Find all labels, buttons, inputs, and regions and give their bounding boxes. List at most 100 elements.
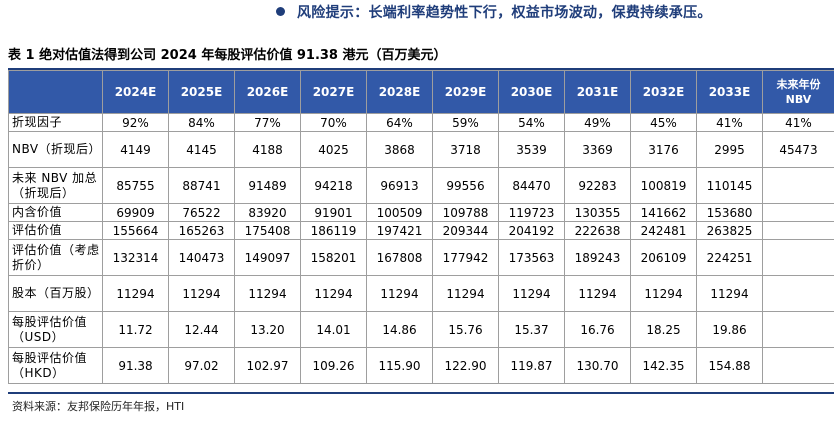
table-cell: 155664 bbox=[102, 221, 169, 240]
table-cell: 70% bbox=[300, 113, 367, 132]
table-row: 每股评估价值（USD） 11.72 12.44 13.20 14.01 14.86 15.7… bbox=[8, 311, 834, 348]
row-label: 评估价值（考虑折价） bbox=[8, 239, 103, 276]
column-header: 2025E bbox=[168, 70, 235, 114]
table-cell: 11294 bbox=[630, 275, 697, 312]
table-cell: 197421 bbox=[366, 221, 433, 240]
table-cell: 13.20 bbox=[234, 311, 301, 348]
table-cell: 140473 bbox=[168, 239, 235, 276]
table-cell: 165263 bbox=[168, 221, 235, 240]
table-cell bbox=[762, 221, 834, 240]
column-header: 未来年份 NBV bbox=[762, 70, 834, 114]
table-cell: 173563 bbox=[498, 239, 565, 276]
table-cell: 100819 bbox=[630, 167, 697, 204]
table-cell: 167808 bbox=[366, 239, 433, 276]
table-cell: 15.76 bbox=[432, 311, 499, 348]
table-cell: 3369 bbox=[564, 131, 631, 168]
table-cell bbox=[762, 239, 834, 276]
table-cell: 76522 bbox=[168, 203, 235, 222]
table-cell: 115.90 bbox=[366, 347, 433, 384]
table-cell: 141662 bbox=[630, 203, 697, 222]
table-cell: 109788 bbox=[432, 203, 499, 222]
table-cell: 3539 bbox=[498, 131, 565, 168]
table-cell: 97.02 bbox=[168, 347, 235, 384]
row-label: 每股评估价值（HKD） bbox=[8, 347, 103, 384]
table-cell: 3176 bbox=[630, 131, 697, 168]
table-cell: 224251 bbox=[696, 239, 763, 276]
table-cell: 45% bbox=[630, 113, 697, 132]
table-cell: 91489 bbox=[234, 167, 301, 204]
table-cell: 91901 bbox=[300, 203, 367, 222]
table-cell: 3868 bbox=[366, 131, 433, 168]
table-cell: 102.97 bbox=[234, 347, 301, 384]
table-cell: 14.86 bbox=[366, 311, 433, 348]
table-cell: 11294 bbox=[432, 275, 499, 312]
table-cell: 175408 bbox=[234, 221, 301, 240]
table-cell: 91.38 bbox=[102, 347, 169, 384]
table-cell: 84% bbox=[168, 113, 235, 132]
risk-warning: 风险提示：长端利率趋势性下行，权益市场波动，保费持续承压。 bbox=[276, 2, 712, 24]
column-header: 2029E bbox=[432, 70, 499, 114]
table-cell: 54% bbox=[498, 113, 565, 132]
table-cell: 206109 bbox=[630, 239, 697, 276]
table-cell: 130.70 bbox=[564, 347, 631, 384]
table-cell bbox=[762, 203, 834, 222]
table-cell: 85755 bbox=[102, 167, 169, 204]
table-row: 评估价值（考虑折价） 132314 140473 149097 158201 167808… bbox=[8, 239, 834, 276]
row-label: NBV（折现后） bbox=[8, 131, 103, 168]
row-label: 股本（百万股） bbox=[8, 275, 103, 312]
column-header: 2030E bbox=[498, 70, 565, 114]
table-cell: 64% bbox=[366, 113, 433, 132]
table-bottom-rule bbox=[8, 392, 834, 394]
table-row: NBV（折现后） 4149 4145 4188 4025 3868 3718 3539 3369… bbox=[8, 131, 834, 168]
column-header: 2028E bbox=[366, 70, 433, 114]
table-cell: 83920 bbox=[234, 203, 301, 222]
table-row: 未来 NBV 加总（折现后） 85755 88741 91489 94218 96913 9… bbox=[8, 167, 834, 204]
table-cell: 204192 bbox=[498, 221, 565, 240]
row-label: 未来 NBV 加总（折现后） bbox=[8, 167, 103, 204]
table-cell: 154.88 bbox=[696, 347, 763, 384]
table-cell: 15.37 bbox=[498, 311, 565, 348]
table-body: 折现因子 92% 84% 77% 70% 64% 59% 54% 49% 45% 41% 41% NBV… bbox=[8, 113, 834, 384]
table-cell: 177942 bbox=[432, 239, 499, 276]
table-cell: 186119 bbox=[300, 221, 367, 240]
table-cell: 122.90 bbox=[432, 347, 499, 384]
column-header: 2032E bbox=[630, 70, 697, 114]
header-corner bbox=[8, 70, 103, 114]
table-cell: 222638 bbox=[564, 221, 631, 240]
table-cell: 18.25 bbox=[630, 311, 697, 348]
table-cell: 11294 bbox=[168, 275, 235, 312]
table-cell: 11294 bbox=[102, 275, 169, 312]
table-cell: 242481 bbox=[630, 221, 697, 240]
header-row: 2024E 2025E 2026E 2027E 2028E 2029E 2030E 2031E… bbox=[8, 70, 834, 114]
table-cell: 4145 bbox=[168, 131, 235, 168]
table-top-rule bbox=[8, 68, 834, 70]
table-cell: 3718 bbox=[432, 131, 499, 168]
table-cell: 189243 bbox=[564, 239, 631, 276]
table-cell: 45473 bbox=[762, 131, 834, 168]
table-cell: 41% bbox=[696, 113, 763, 132]
source-note: 资料来源：友邦保险历年年报，HTI bbox=[12, 400, 185, 413]
bullet-icon bbox=[276, 7, 285, 16]
table-cell: 11.72 bbox=[102, 311, 169, 348]
table-cell: 11294 bbox=[696, 275, 763, 312]
table-cell: 11294 bbox=[234, 275, 301, 312]
table-cell: 92% bbox=[102, 113, 169, 132]
table-cell: 4149 bbox=[102, 131, 169, 168]
table-cell: 11294 bbox=[366, 275, 433, 312]
table-cell: 11294 bbox=[564, 275, 631, 312]
table-header: 2024E 2025E 2026E 2027E 2028E 2029E 2030E 2031E… bbox=[8, 70, 834, 114]
table-cell: 130355 bbox=[564, 203, 631, 222]
column-header: 2027E bbox=[300, 70, 367, 114]
table-cell: 263825 bbox=[696, 221, 763, 240]
row-label: 内含价值 bbox=[8, 203, 103, 222]
table-cell: 11294 bbox=[498, 275, 565, 312]
table-cell: 19.86 bbox=[696, 311, 763, 348]
row-label: 每股评估价值（USD） bbox=[8, 311, 103, 348]
table-cell: 41% bbox=[762, 113, 834, 132]
table-cell: 132314 bbox=[102, 239, 169, 276]
table-title: 表 1 绝对估值法得到公司 2024 年每股评估价值 91.38 港元（百万美元… bbox=[8, 48, 447, 63]
table-cell: 2995 bbox=[696, 131, 763, 168]
table-cell: 84470 bbox=[498, 167, 565, 204]
table-cell: 4025 bbox=[300, 131, 367, 168]
table-cell: 100509 bbox=[366, 203, 433, 222]
